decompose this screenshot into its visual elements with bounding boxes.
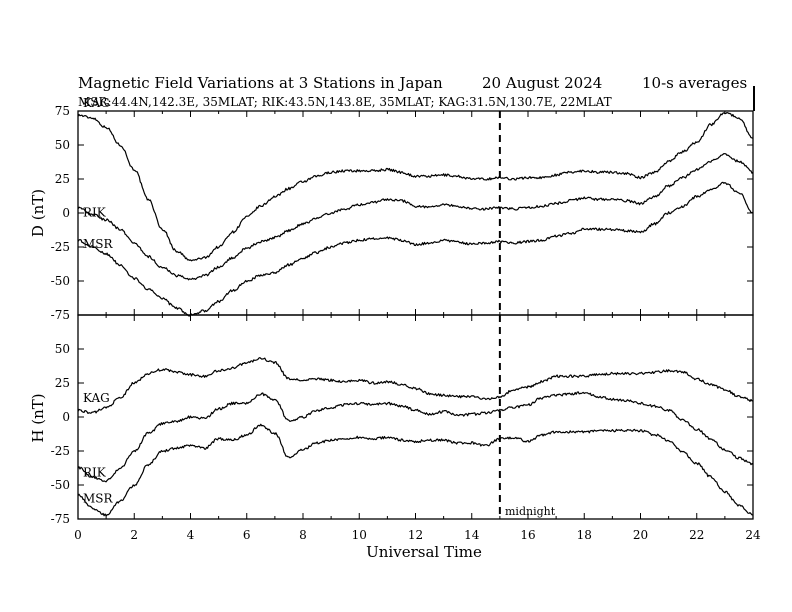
y-tick-label: 75 <box>55 104 70 118</box>
series-line-kag <box>77 112 754 262</box>
x-tick-label: 18 <box>577 528 592 542</box>
x-tick-label: 12 <box>408 528 423 542</box>
panel-frame-1 <box>77 314 754 520</box>
x-tick-label: 8 <box>299 528 307 542</box>
x-tick-label: 10 <box>352 528 367 542</box>
panel-frame-0 <box>77 110 754 316</box>
y-tick-label: 50 <box>55 138 70 152</box>
y-tick-label: 50 <box>55 342 70 356</box>
series-line-kag <box>77 357 754 414</box>
series-label-rik: RIK <box>83 465 107 479</box>
midnight-label: midnight <box>505 505 556 518</box>
chart-title: Magnetic Field Variations at 3 Stations … <box>78 74 443 92</box>
x-tick-label: 22 <box>689 528 704 542</box>
series-label-msr: MSR <box>83 237 114 251</box>
y-tick-label: 25 <box>55 376 70 390</box>
x-tick-label: 6 <box>243 528 251 542</box>
series-label-kag: KAG <box>83 391 110 405</box>
series-label-rik: RIK <box>83 206 107 220</box>
y-tick-label: -50 <box>51 274 70 288</box>
y-tick-label: -75 <box>51 308 70 322</box>
x-tick-label: 16 <box>520 528 535 542</box>
y-tick-label: -25 <box>51 444 70 458</box>
x-tick-label: 4 <box>187 528 195 542</box>
y-axis-label-h: H (nT) <box>29 393 47 442</box>
y-axis-label-d: D (nT) <box>29 189 47 237</box>
chart-subtitle: MSR:44.4N,142.3E, 35MLAT; RIK:43.5N,143.… <box>78 95 612 109</box>
x-tick-label: 20 <box>633 528 648 542</box>
x-tick-label: 24 <box>745 528 761 542</box>
series-line-msr <box>77 181 754 317</box>
series-label-msr: MSR <box>83 492 114 506</box>
series-line-msr <box>77 423 753 517</box>
series-line-rik <box>77 391 754 483</box>
x-tick-label: 2 <box>130 528 138 542</box>
chart-date: 20 August 2024 <box>482 74 602 92</box>
y-tick-label: 25 <box>55 172 70 186</box>
y-tick-label: -25 <box>51 240 70 254</box>
x-axis-label: Universal Time <box>366 543 482 561</box>
series-label-kag: KAG <box>83 96 110 110</box>
series-line-rik <box>77 153 754 281</box>
y-tick-label: 0 <box>62 410 70 424</box>
x-tick-label: 14 <box>464 528 480 542</box>
y-tick-label: -75 <box>51 512 70 526</box>
chart-averaging: 10-s averages <box>642 74 747 92</box>
y-tick-label: -50 <box>51 478 70 492</box>
x-tick-label: 0 <box>74 528 82 542</box>
y-tick-label: 0 <box>62 206 70 220</box>
